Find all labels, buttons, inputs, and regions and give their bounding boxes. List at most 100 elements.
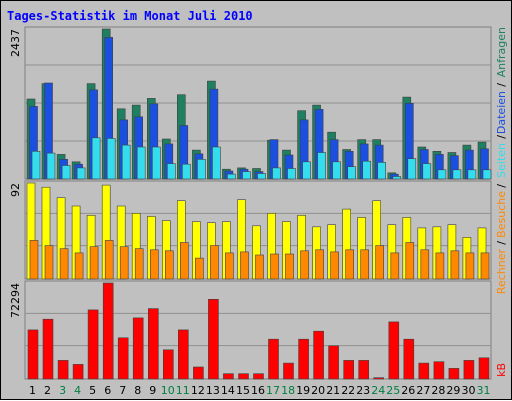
bar-kb-day-19 (298, 338, 309, 380)
bar-rechner-day-22 (345, 249, 355, 280)
bar-kb-day-22 (343, 360, 355, 380)
bar-seiten-day-13 (212, 146, 221, 180)
x-tick-label: 15 (236, 384, 250, 397)
y-max-label: 92 (9, 183, 22, 197)
bar-kb-day-23 (358, 360, 370, 380)
legend-kb: kB (495, 363, 508, 377)
bar-seiten-day-8 (136, 146, 146, 180)
x-tick-label: 1 (29, 384, 36, 397)
bar-kb-day-6 (102, 282, 114, 380)
x-tick-label: 31 (477, 384, 491, 397)
bar-rechner-day-12 (195, 257, 204, 280)
x-tick-label: 7 (119, 384, 126, 397)
bar-rechner-day-9 (150, 249, 159, 280)
bar-kb-day-15 (238, 373, 249, 380)
bar-seiten-day-10 (167, 163, 176, 180)
bar-rechner-day-24 (375, 245, 385, 280)
legend-separator: / (495, 241, 508, 245)
bar-seiten-day-5 (91, 137, 101, 180)
x-tick-label: 24 (371, 384, 385, 397)
bar-kb-day-12 (193, 366, 204, 380)
bar-kb-day-10 (163, 349, 174, 380)
bar-rechner-day-25 (390, 252, 400, 280)
bar-kb-day-1 (27, 329, 39, 380)
bar-rechner-day-18 (285, 253, 294, 280)
y-max-label: 2437 (9, 29, 22, 57)
chart-title: Tages-Statistik im Monat Juli 2010 (7, 9, 253, 23)
bar-seiten-day-28 (437, 169, 447, 180)
bar-rechner-day-10 (165, 250, 174, 280)
bar-rechner-day-3 (59, 248, 69, 280)
bar-kb-day-17 (268, 338, 279, 380)
legend-separator: / (495, 83, 508, 87)
panel-middle: 92 (9, 180, 492, 280)
bar-rechner-day-8 (134, 248, 144, 280)
bar-seiten-day-12 (197, 159, 206, 180)
bar-kb-day-9 (148, 308, 159, 380)
bar-seiten-day-9 (152, 146, 161, 180)
x-tick-label: 3 (59, 384, 66, 397)
bar-rechner-day-14 (225, 252, 234, 280)
x-tick-label: 10 (161, 384, 175, 397)
bar-seiten-day-29 (452, 169, 462, 180)
bar-rechner-day-4 (74, 252, 84, 280)
legend: Anfragen/Dateien/Seiten/Besuche/Rechnerk… (495, 27, 508, 377)
bar-kb-day-11 (178, 329, 189, 380)
x-tick-label: 23 (356, 384, 370, 397)
bar-rechner-day-5 (89, 246, 99, 280)
x-tick-label: 26 (401, 384, 415, 397)
bar-seiten-day-14 (227, 173, 236, 180)
bar-kb-day-27 (418, 362, 430, 380)
x-tick-label: 9 (149, 384, 156, 397)
bar-kb-day-13 (208, 298, 219, 380)
legend-separator: / (495, 184, 508, 188)
bar-seiten-day-1 (31, 151, 41, 180)
panel-bottom: 72294 (9, 280, 492, 380)
bar-kb-day-5 (87, 309, 99, 380)
x-tick-label: 17 (266, 384, 280, 397)
bar-kb-day-3 (57, 360, 69, 380)
bar-rechner-day-16 (255, 254, 264, 280)
x-tick-label: 2 (44, 384, 51, 397)
x-tick-label: 22 (341, 384, 355, 397)
bar-seiten-day-15 (242, 171, 251, 180)
bar-kb-day-8 (132, 317, 144, 380)
x-tick-label: 21 (326, 384, 340, 397)
bar-kb-day-31 (478, 357, 490, 380)
legend-seiten: Seiten (495, 143, 508, 178)
bar-kb-day-24 (373, 377, 385, 380)
bar-seiten-day-23 (362, 160, 372, 180)
bar-kb-day-7 (117, 337, 129, 380)
bar-rechner-day-26 (405, 242, 415, 280)
bar-seiten-day-3 (61, 165, 71, 180)
bar-rechner-day-31 (480, 252, 490, 280)
bar-seiten-day-26 (407, 158, 417, 180)
x-tick-label: 25 (386, 384, 400, 397)
bar-seiten-day-24 (377, 162, 387, 180)
bar-rechner-day-2 (44, 245, 54, 280)
bar-kb-day-14 (223, 373, 234, 380)
bar-seiten-day-25 (392, 176, 402, 180)
bar-seiten-day-2 (46, 152, 56, 180)
bar-rechner-day-6 (104, 240, 114, 280)
x-tick-label: 18 (281, 384, 295, 397)
bar-seiten-day-7 (121, 144, 131, 180)
bar-rechner-day-29 (450, 250, 460, 280)
bar-seiten-day-31 (482, 169, 492, 180)
bar-rechner-day-21 (330, 251, 339, 280)
bar-kb-day-28 (433, 361, 445, 380)
bar-kb-day-16 (253, 373, 264, 380)
x-tick-label: 8 (134, 384, 141, 397)
x-tick-label: 29 (446, 384, 460, 397)
bar-seiten-day-30 (467, 169, 477, 180)
x-tick-label: 30 (462, 384, 476, 397)
legend-separator: / (495, 135, 508, 139)
bar-rechner-day-17 (270, 253, 279, 280)
x-tick-label: 28 (431, 384, 445, 397)
bar-seiten-day-18 (287, 168, 296, 180)
bar-rechner-day-28 (435, 252, 445, 280)
bar-rechner-day-1 (29, 240, 39, 280)
x-tick-label: 19 (296, 384, 310, 397)
